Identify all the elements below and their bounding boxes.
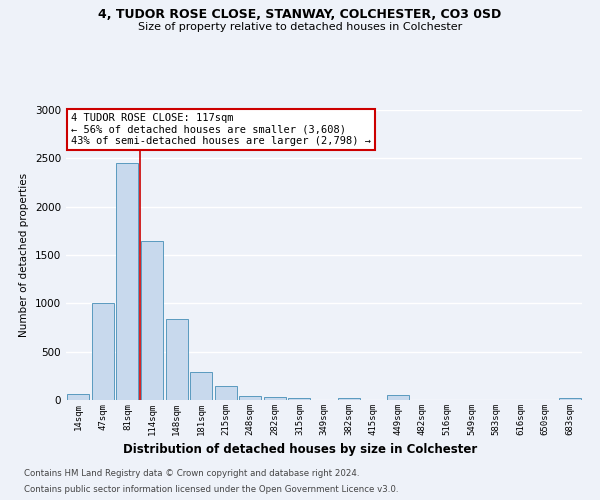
Bar: [338, 398, 359, 400]
Text: 4 TUDOR ROSE CLOSE: 117sqm
← 56% of detached houses are smaller (3,608)
43% of s: 4 TUDOR ROSE CLOSE: 117sqm ← 56% of deta…: [71, 113, 371, 146]
Bar: [116, 163, 139, 400]
Y-axis label: Number of detached properties: Number of detached properties: [19, 173, 29, 337]
Bar: [264, 397, 286, 400]
Bar: [166, 319, 188, 400]
Text: Size of property relative to detached houses in Colchester: Size of property relative to detached ho…: [138, 22, 462, 32]
Text: Distribution of detached houses by size in Colchester: Distribution of detached houses by size …: [123, 442, 477, 456]
Bar: [190, 372, 212, 400]
Bar: [141, 240, 163, 400]
Text: 4, TUDOR ROSE CLOSE, STANWAY, COLCHESTER, CO3 0SD: 4, TUDOR ROSE CLOSE, STANWAY, COLCHESTER…: [98, 8, 502, 20]
Text: Contains HM Land Registry data © Crown copyright and database right 2024.: Contains HM Land Registry data © Crown c…: [24, 468, 359, 477]
Bar: [386, 394, 409, 400]
Bar: [559, 398, 581, 400]
Bar: [67, 394, 89, 400]
Bar: [289, 398, 310, 400]
Bar: [215, 386, 237, 400]
Text: Contains public sector information licensed under the Open Government Licence v3: Contains public sector information licen…: [24, 485, 398, 494]
Bar: [92, 304, 114, 400]
Bar: [239, 396, 262, 400]
